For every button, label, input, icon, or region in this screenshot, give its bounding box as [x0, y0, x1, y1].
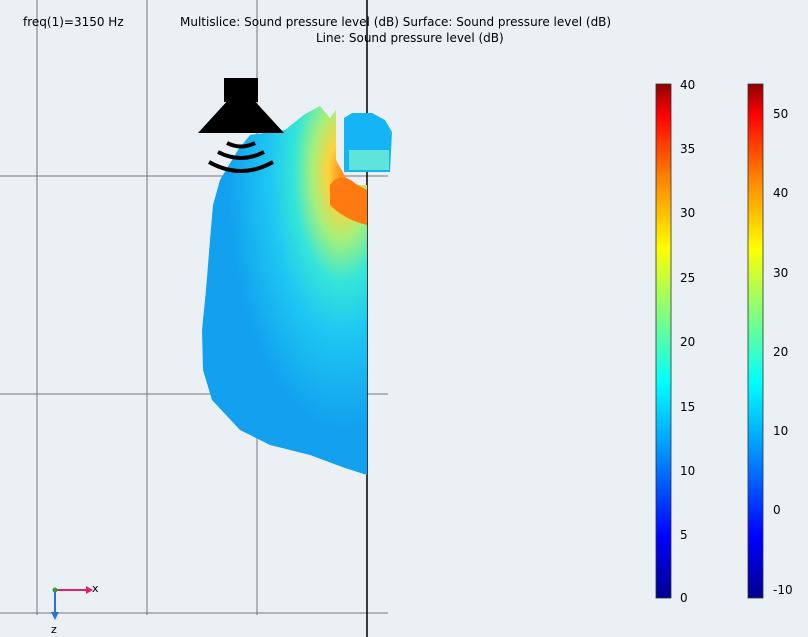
colorbar-left-tick: 35: [680, 142, 696, 156]
colorbar-right-tick: 10: [773, 424, 789, 438]
colorbar-left-tick: 10: [680, 464, 696, 478]
colorbar-left-tick: 5: [680, 528, 688, 542]
pressure-field: [202, 106, 392, 475]
axes-triad: [51, 586, 93, 620]
colorbar-right-tick: 40: [773, 186, 789, 200]
plot-title-line2: Line: Sound pressure level (dB): [316, 31, 504, 45]
colorbar-left-tick: 15: [680, 400, 696, 414]
colorbar-right-tick: 0: [773, 503, 781, 517]
plot-title-line1: Multislice: Sound pressure level (dB) Su…: [180, 15, 612, 29]
colorbar-left-tick: 40: [680, 78, 696, 92]
colorbar-right-tick: 50: [773, 107, 789, 121]
z-axis-label: z: [51, 623, 57, 636]
colorbar-left-tick: 20: [680, 335, 696, 349]
colorbar-left-tick: 30: [680, 206, 696, 220]
colorbar-right-tick: 30: [773, 266, 789, 280]
colorbar-right-tick: -10: [773, 583, 793, 597]
speaker-icon: [198, 78, 284, 173]
frequency-label: freq(1)=3150 Hz: [23, 15, 124, 29]
colorbar-left: [655, 83, 672, 599]
colorbar-left-tick: 25: [680, 271, 696, 285]
colorbar-left-tick: 0: [680, 591, 688, 605]
colorbar-right-tick: 20: [773, 345, 789, 359]
colorbar-right: [747, 83, 764, 599]
x-axis-label: x: [92, 582, 99, 595]
